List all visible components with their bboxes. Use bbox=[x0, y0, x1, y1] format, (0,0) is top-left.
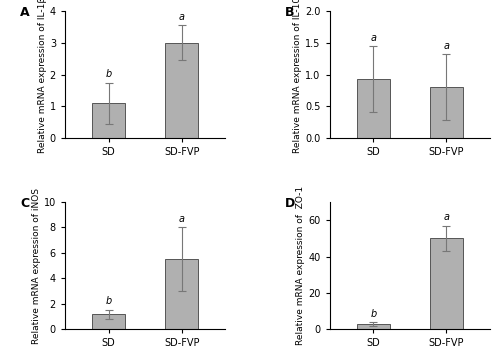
Text: D: D bbox=[284, 197, 295, 210]
Bar bbox=[357, 324, 390, 329]
Text: b: b bbox=[106, 70, 112, 79]
Bar bbox=[357, 79, 390, 138]
Text: C: C bbox=[20, 197, 29, 210]
Bar bbox=[92, 314, 125, 329]
Bar bbox=[430, 239, 462, 329]
Bar bbox=[430, 87, 462, 138]
Text: b: b bbox=[370, 308, 376, 319]
Text: a: a bbox=[444, 41, 450, 51]
Y-axis label: Relative mRNA expression of IL-1β: Relative mRNA expression of IL-1β bbox=[38, 0, 47, 153]
Text: A: A bbox=[20, 6, 30, 19]
Text: a: a bbox=[178, 12, 184, 22]
Bar bbox=[92, 103, 125, 138]
Y-axis label: Relative mRNA expression of iNOS: Relative mRNA expression of iNOS bbox=[32, 188, 41, 344]
Bar bbox=[165, 259, 198, 329]
Text: a: a bbox=[178, 214, 184, 224]
Y-axis label: Relative mRNA expression of  ZO-1: Relative mRNA expression of ZO-1 bbox=[296, 186, 306, 345]
Text: B: B bbox=[284, 6, 294, 19]
Bar bbox=[165, 43, 198, 138]
Text: b: b bbox=[106, 296, 112, 307]
Text: a: a bbox=[370, 33, 376, 43]
Y-axis label: Relative mRNA expression of IL-10: Relative mRNA expression of IL-10 bbox=[294, 0, 302, 153]
Text: a: a bbox=[444, 212, 450, 223]
